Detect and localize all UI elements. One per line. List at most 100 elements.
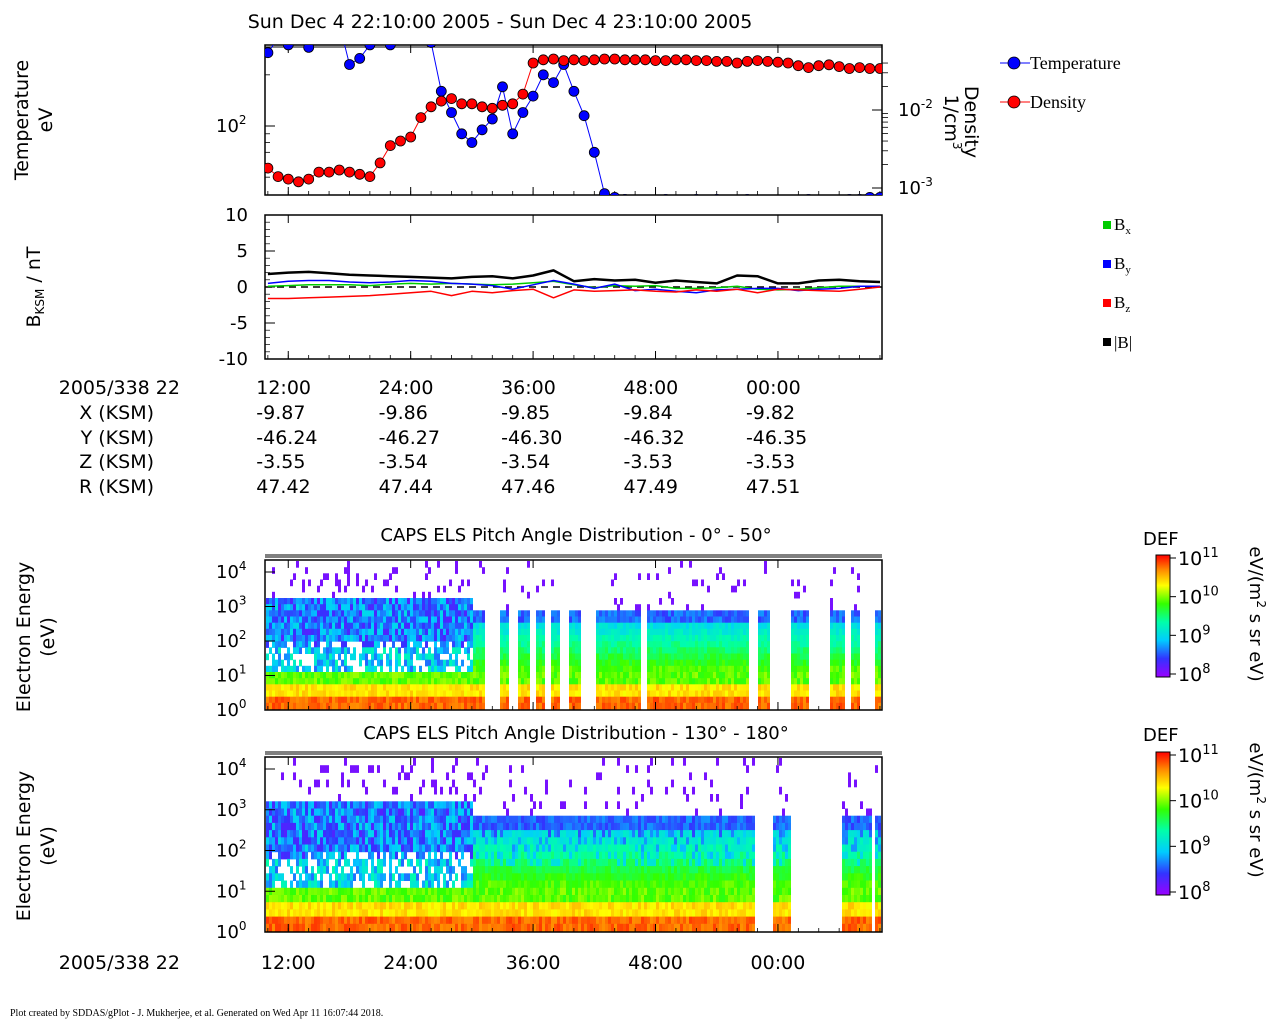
spectrogram-cell <box>452 616 455 624</box>
spectrogram-cell <box>566 909 569 918</box>
spectrogram-cell <box>701 672 704 679</box>
spectrogram-cell <box>395 659 398 667</box>
spectrogram-cell <box>728 696 731 704</box>
spectrogram-cell <box>335 916 338 925</box>
spectrogram-cell <box>419 696 422 704</box>
spectrogram-cell <box>344 916 347 925</box>
spectrogram-cell <box>551 702 554 710</box>
spectrogram-cell <box>842 628 845 636</box>
spectrogram-cell <box>515 902 518 910</box>
spectrogram-cell <box>542 579 545 587</box>
spectrogram-cell <box>287 604 290 611</box>
spectrogram-cell <box>275 909 278 918</box>
spectrogram-cell <box>425 909 428 918</box>
spectrogram-cell <box>461 887 464 896</box>
field-tick-label: 0 <box>237 277 248 298</box>
spectrogram-cell <box>479 866 482 874</box>
spectrogram-cell <box>599 844 602 853</box>
spectrogram-cell <box>347 815 350 824</box>
spectrogram-cell <box>467 815 470 824</box>
spectrogram-cell <box>632 635 635 642</box>
spectrogram-cell <box>350 837 353 845</box>
spectrogram-cell <box>623 923 626 932</box>
spectrogram-cell <box>626 837 629 845</box>
spectrogram-cell <box>536 659 539 667</box>
spectrogram-cell <box>467 873 470 881</box>
data-point <box>265 47 274 59</box>
spectrogram-cell <box>308 808 311 817</box>
spectrogram-cell <box>377 628 380 636</box>
spectrogram-cell <box>521 895 524 903</box>
spectrogram-cell <box>317 604 320 611</box>
spectrogram-cell <box>689 641 692 648</box>
spectrogram-cell <box>632 887 635 896</box>
spectrogram-cell <box>269 815 272 824</box>
spectrogram-cell <box>833 702 836 710</box>
spectrogram-cell <box>518 844 521 853</box>
spectrogram-cell <box>467 923 470 932</box>
spectrogram-cell <box>287 653 290 661</box>
spectrogram-cell <box>500 851 503 860</box>
spectrogram-cell <box>302 678 305 685</box>
spectrogram-cell <box>500 858 503 867</box>
spectrogram-cell <box>461 880 464 889</box>
spectrogram-cell <box>512 916 515 925</box>
spectrogram-cell <box>506 604 509 611</box>
spectrogram-cell <box>470 678 473 685</box>
spectrogram-cell <box>365 837 368 845</box>
spectrogram-cell <box>659 635 662 642</box>
spectrogram-cell <box>425 866 428 874</box>
spectrogram-cell <box>293 815 296 824</box>
spectrogram-cell <box>458 830 461 838</box>
spectrogram-cell <box>386 616 389 624</box>
spectrogram-cell <box>407 873 410 881</box>
spectrogram-cell <box>605 678 608 685</box>
spectrogram-cell <box>437 604 440 611</box>
spectrogram-cell <box>797 678 800 685</box>
spectrogram-cell <box>521 830 524 838</box>
spectrogram-cell <box>563 815 566 824</box>
spectrogram-cell <box>296 916 299 925</box>
spectrogram-cell <box>386 659 389 667</box>
spectrogram-cell <box>551 837 554 845</box>
spectrogram-cell <box>857 610 860 617</box>
spectrogram-cell <box>587 815 590 824</box>
spectrogram-cell <box>569 628 572 636</box>
spectrogram-cell <box>707 672 710 679</box>
spectrogram-cell <box>359 604 362 611</box>
spectrogram-cell <box>737 678 740 685</box>
spectrogram-cell <box>278 672 281 679</box>
spectrogram-cell <box>461 678 464 685</box>
spectrogram-cell <box>305 622 308 630</box>
spectrogram-cell <box>758 628 761 636</box>
spectrogram-cell <box>377 684 380 691</box>
spectrogram-cell <box>275 635 278 642</box>
spectrogram-cell <box>476 909 479 918</box>
spectrogram-cell <box>467 684 470 691</box>
spectrogram-cell <box>491 909 494 918</box>
spectrogram-cell <box>533 902 536 910</box>
spectrogram-cell <box>527 561 530 568</box>
spectrogram-cell <box>800 672 803 679</box>
spectrogram-cell <box>713 678 716 685</box>
spectrogram-cell <box>341 830 344 838</box>
spectrogram-cell <box>497 895 500 903</box>
spectrogram-cell <box>638 647 641 654</box>
spectrogram-cell <box>449 923 452 932</box>
spectrogram-cell <box>515 851 518 860</box>
spectrogram-cell <box>443 830 446 838</box>
spectrogram-cell <box>854 653 857 661</box>
spectrogram-cell <box>521 616 524 624</box>
spectrogram-cell <box>296 815 299 824</box>
spectrogram-cell <box>662 616 665 624</box>
spectrogram-cell <box>506 622 509 630</box>
spectrogram-cell <box>518 628 521 636</box>
spectrogram-cell <box>284 622 287 630</box>
spectrogram-cell <box>320 887 323 896</box>
spectrogram-cell <box>398 672 401 679</box>
spectrogram-cell <box>317 779 320 788</box>
spectrogram-cell <box>395 665 398 673</box>
spectrogram-cell <box>449 696 452 704</box>
spectrogram-cell <box>674 702 677 710</box>
data-point <box>344 166 355 178</box>
